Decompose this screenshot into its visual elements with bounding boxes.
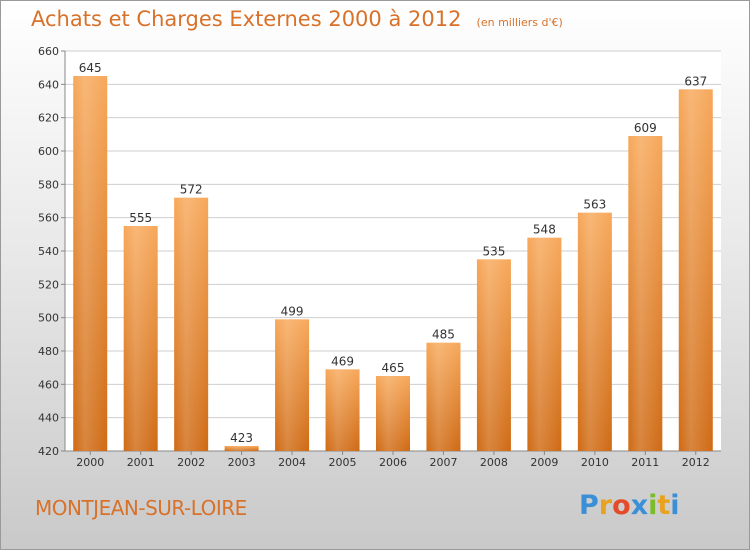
y-tick-label: 540 [38, 245, 59, 258]
x-tick-label: 2006 [379, 456, 407, 469]
bar-value-label: 572 [180, 183, 203, 197]
bar-highlight [174, 197, 209, 451]
bar-highlight [577, 212, 612, 451]
proxiti-logo: Proxiti [579, 490, 680, 521]
y-tick-label: 580 [38, 178, 59, 191]
bar-highlight [678, 89, 713, 451]
title-row: Achats et Charges Externes 2000 à 2012 (… [31, 7, 563, 31]
bar-highlight [376, 376, 410, 451]
x-tick-label: 2011 [631, 456, 659, 469]
y-tick-label: 660 [38, 45, 59, 58]
x-tick-label: 2007 [429, 456, 457, 469]
bar-value-label: 609 [634, 121, 657, 135]
bar-highlight [628, 136, 663, 451]
bar-highlight [426, 342, 461, 451]
bar-highlight [224, 446, 259, 451]
x-tick-label: 2003 [228, 456, 256, 469]
chart-title: Achats et Charges Externes 2000 à 2012 [31, 7, 462, 31]
bar-value-label: 548 [533, 223, 556, 237]
bar-highlight [73, 76, 108, 451]
plot-area: 420 440 460 480 500 520 540 560 580 600 620 640 660 6… [38, 45, 721, 469]
bar-value-label: 469 [331, 354, 354, 368]
y-tick-label: 600 [38, 145, 59, 158]
bar-value-label: 645 [79, 61, 102, 75]
y-tick-label: 620 [38, 112, 59, 125]
bar-highlight [123, 226, 158, 451]
logo-letter: x [630, 490, 649, 521]
logo-letter: i [648, 490, 658, 521]
bar-value-label: 563 [583, 198, 606, 212]
chart-subtitle: (en milliers d'€) [476, 16, 563, 29]
bar-highlight [527, 237, 562, 451]
x-tick-label: 2002 [177, 456, 205, 469]
y-tick-label: 520 [38, 278, 59, 291]
bar-highlight [325, 369, 360, 451]
bar-value-label: 637 [684, 74, 707, 88]
x-tick-label: 2001 [127, 456, 155, 469]
x-tick-label: 2000 [76, 456, 104, 469]
logo-letter: i [670, 490, 680, 521]
y-tick-label: 460 [38, 378, 59, 391]
x-tick-label: 2012 [682, 456, 710, 469]
y-tick-label: 480 [38, 345, 59, 358]
y-tick-label: 640 [38, 78, 59, 91]
y-tick-label: 420 [38, 445, 59, 458]
x-tick-label: 2008 [480, 456, 508, 469]
y-tick-label: 440 [38, 412, 59, 425]
x-tick-label: 2010 [581, 456, 609, 469]
x-tick-label: 2005 [329, 456, 357, 469]
bar-value-label: 465 [382, 361, 405, 375]
x-tick-label: 2009 [530, 456, 558, 469]
bar-highlight [476, 259, 511, 451]
logo-letter: t [657, 490, 671, 521]
commune-name: MONTJEAN-SUR-LOIRE [35, 496, 247, 520]
bar-value-label: 499 [281, 304, 304, 318]
y-tick-label: 560 [38, 212, 59, 225]
x-tick-label: 2004 [278, 456, 306, 469]
bar-value-label: 423 [230, 431, 253, 445]
y-tick-label: 500 [38, 312, 59, 325]
bar-value-label: 555 [129, 211, 152, 225]
bar-value-label: 535 [482, 244, 505, 258]
logo-letter: P [579, 490, 599, 521]
logo-letter: o [612, 490, 631, 521]
bar-value-label: 485 [432, 328, 455, 342]
logo-letter: r [598, 490, 613, 521]
bar-highlight [275, 319, 310, 451]
